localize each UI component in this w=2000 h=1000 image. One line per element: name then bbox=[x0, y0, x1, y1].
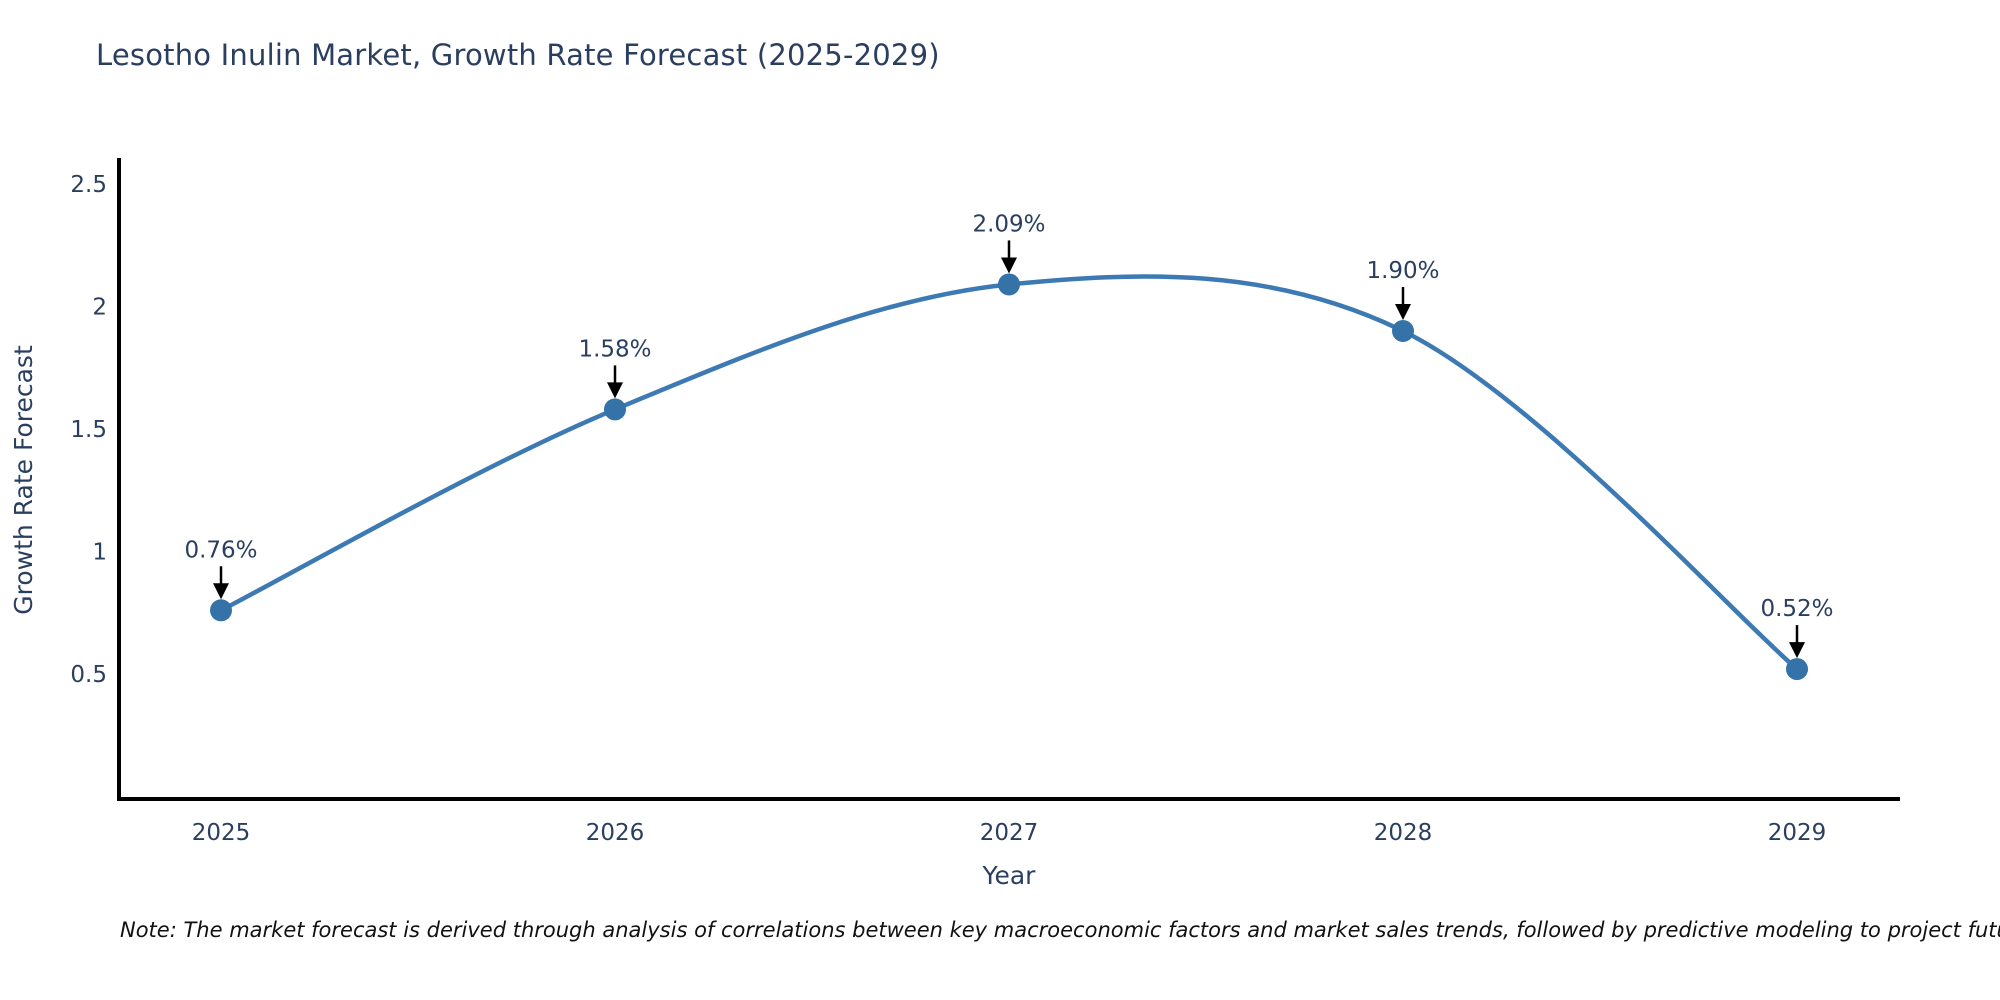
annotation-arrowhead bbox=[1395, 304, 1411, 320]
y-tick-label: 2 bbox=[92, 295, 107, 321]
annotation-arrowhead bbox=[1789, 642, 1805, 659]
annotation-arrowhead bbox=[607, 382, 623, 399]
data-point-marker bbox=[998, 273, 1020, 296]
annotation-label: 2.09% bbox=[972, 211, 1045, 237]
x-axis-title: Year bbox=[982, 861, 1037, 890]
annotation-label: 1.58% bbox=[578, 336, 651, 362]
annotation-label: 1.90% bbox=[1366, 258, 1439, 284]
y-tick-label: 1.5 bbox=[70, 417, 107, 443]
y-tick-label: 0.5 bbox=[70, 662, 107, 688]
x-tick-label: 2027 bbox=[980, 820, 1039, 846]
x-tick-label: 2025 bbox=[192, 820, 251, 846]
trend-line bbox=[218, 274, 1800, 672]
chart-title: Lesotho Inulin Market, Growth Rate Forec… bbox=[96, 38, 940, 72]
data-point-marker bbox=[1392, 320, 1414, 342]
x-tick-label: 2029 bbox=[1768, 820, 1827, 846]
data-point-marker bbox=[1786, 658, 1808, 681]
annotation-label: 0.52% bbox=[1760, 596, 1833, 622]
y-tick-label: 2.5 bbox=[70, 172, 107, 198]
annotation-label: 0.76% bbox=[184, 537, 257, 563]
y-tick-label: 1 bbox=[92, 540, 107, 566]
annotation-arrowhead bbox=[1001, 257, 1017, 274]
annotation-arrowhead bbox=[213, 583, 229, 600]
footnote: Note: The market forecast is derived thr… bbox=[120, 918, 2000, 942]
y-axis-title: Growth Rate Forecast bbox=[9, 345, 38, 615]
x-tick-label: 2028 bbox=[1374, 820, 1433, 846]
x-tick-label: 2026 bbox=[586, 820, 645, 846]
data-point-marker bbox=[210, 599, 232, 622]
data-point-marker bbox=[604, 398, 626, 421]
